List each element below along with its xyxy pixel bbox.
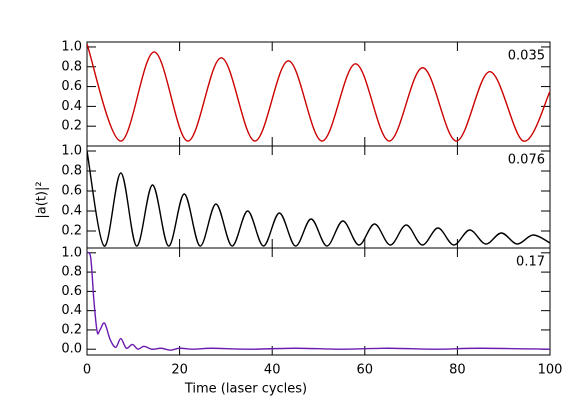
y-tick-label: 0.0 [61,342,82,357]
y-tick-label: 0.4 [61,204,82,219]
plot-frame [86,247,551,356]
y-tick-label: 0.4 [61,303,82,318]
line [87,251,550,351]
annotation: 0.17 [516,255,545,270]
x-tick-label: 60 [357,363,374,378]
x-tick-label: 100 [538,363,563,378]
y-tick-label: 1.0 [61,245,82,260]
x-tick-label: 40 [264,363,281,378]
annotation: 0.035 [508,49,545,64]
y-tick-label: 0.6 [61,184,82,199]
y-tick-label: 0.2 [61,119,82,134]
y-tick-label: 0.2 [61,322,82,337]
x-axis-label: Time (laser cycles) [184,382,307,397]
line [87,43,550,142]
annotation: 0.076 [508,153,545,168]
y-tick-label: 0.8 [61,59,82,74]
y-tick-label: 0.8 [61,164,82,179]
y-tick-label: 1.0 [61,39,82,54]
y-tick-label: 0.2 [61,224,82,239]
x-tick-label: 0 [83,363,91,378]
plot-frame [86,41,551,147]
y-tick-label: 0.6 [61,284,82,299]
y-axis-label: |a(t)|² [35,181,50,218]
line [87,150,550,247]
x-tick-label: 20 [171,363,188,378]
y-tick-label: 0.8 [61,265,82,280]
y-tick-label: 0.6 [61,79,82,94]
y-tick-label: 0.4 [61,99,82,114]
x-tick-label: 80 [449,363,466,378]
y-tick-label: 1.0 [61,144,82,159]
